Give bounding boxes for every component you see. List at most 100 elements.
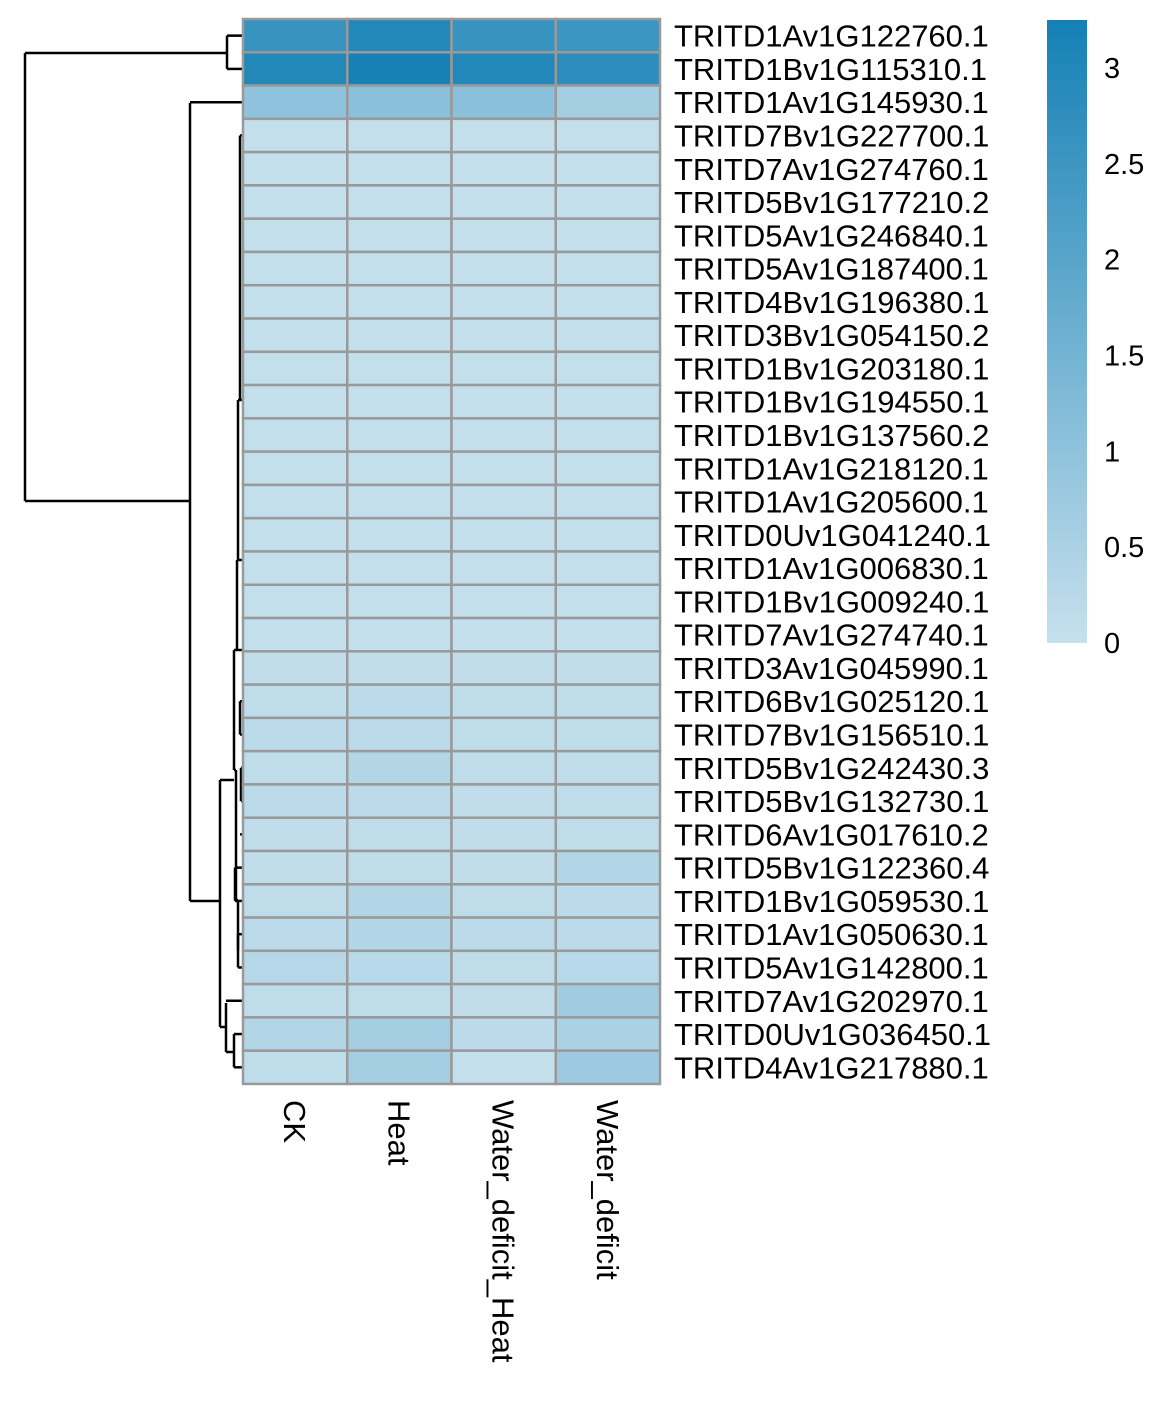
heatmap-cell xyxy=(346,550,453,587)
row-label: TRITD1Av1G050630.1 xyxy=(674,917,989,952)
heatmap-cell xyxy=(346,383,453,420)
heatmap-cell xyxy=(450,916,557,953)
heatmap-cell xyxy=(554,250,662,287)
heatmap-cell xyxy=(450,1016,557,1052)
heatmap-cell xyxy=(450,250,557,287)
heatmap-cell xyxy=(554,683,662,720)
heatmap-cell xyxy=(241,184,349,220)
heatmap-cell xyxy=(450,650,557,686)
heatmap-cell xyxy=(554,17,662,54)
heatmap-cell xyxy=(450,816,557,853)
row-label: TRITD7Av1G202970.1 xyxy=(674,984,989,1019)
heatmap-cell xyxy=(450,550,557,587)
heatmap-cell xyxy=(554,749,662,786)
row-label: TRITD1Av1G145930.1 xyxy=(674,85,989,120)
heatmap-cell xyxy=(346,716,453,753)
heatmap-cell xyxy=(450,217,557,254)
heatmap-cell xyxy=(241,1016,349,1052)
legend-tick-label: 1 xyxy=(1104,436,1120,468)
heatmap-cell xyxy=(241,417,349,453)
heatmap-cell xyxy=(554,383,662,420)
column-label: Water_deficit_Heat xyxy=(486,1100,521,1363)
row-label: TRITD3Av1G045990.1 xyxy=(674,651,989,686)
heatmap-cell xyxy=(450,417,557,453)
heatmap-cell xyxy=(241,383,349,420)
heatmap-cell xyxy=(554,184,662,220)
heatmap-cells xyxy=(241,17,662,1086)
heatmap-cell xyxy=(554,916,662,953)
heatmap-cell xyxy=(346,916,453,953)
heatmap-cell xyxy=(241,450,349,487)
heatmap-cell xyxy=(554,550,662,587)
heatmap-cell xyxy=(554,51,662,87)
heatmap-cell xyxy=(346,283,453,320)
row-label: TRITD5Bv1G122360.4 xyxy=(674,851,989,886)
heatmap-cell xyxy=(241,616,349,653)
legend-color-bar xyxy=(1047,20,1087,643)
heatmap-cell xyxy=(554,949,662,986)
heatmap-cell xyxy=(554,1016,662,1052)
heatmap-cell xyxy=(554,317,662,354)
heatmap-cell xyxy=(346,250,453,287)
row-label: TRITD5Bv1G177210.2 xyxy=(674,185,989,220)
heatmap-cell xyxy=(554,483,662,520)
row-label: TRITD4Av1G217880.1 xyxy=(674,1050,989,1085)
heatmap-cell xyxy=(450,683,557,720)
heatmap-cell xyxy=(346,51,453,87)
heatmap-cell xyxy=(554,217,662,254)
heatmap-cell xyxy=(241,550,349,587)
heatmap-cell xyxy=(554,783,662,819)
row-label: TRITD3Bv1G054150.2 xyxy=(674,318,989,353)
heatmap-cell xyxy=(450,483,557,520)
heatmap-cell xyxy=(346,417,453,453)
heatmap-cell xyxy=(554,616,662,653)
row-label: TRITD5Bv1G242430.3 xyxy=(674,751,989,786)
heatmap-cell xyxy=(450,450,557,487)
heatmap-cell xyxy=(346,17,453,54)
row-label: TRITD5Av1G187400.1 xyxy=(674,252,989,287)
row-label: TRITD7Av1G274740.1 xyxy=(674,618,989,653)
heatmap-cell xyxy=(241,317,349,354)
row-label: TRITD1Av1G006830.1 xyxy=(674,551,989,586)
heatmap-cell xyxy=(554,716,662,753)
heatmap-cell xyxy=(450,883,557,919)
row-label: TRITD1Av1G218120.1 xyxy=(674,451,989,486)
heatmap-cell xyxy=(450,383,557,420)
heatmap-cell xyxy=(346,350,453,387)
heatmap-cell xyxy=(241,650,349,686)
heatmap-cell xyxy=(450,616,557,653)
heatmap-cell xyxy=(346,883,453,919)
heatmap-cell xyxy=(241,916,349,953)
heatmap-cell xyxy=(241,883,349,919)
row-label: TRITD5Av1G142800.1 xyxy=(674,950,989,985)
heatmap-cell xyxy=(554,84,662,121)
heatmap-cell xyxy=(241,250,349,287)
heatmap-cell xyxy=(241,84,349,121)
heatmap-cell xyxy=(450,17,557,54)
row-label: TRITD1Bv1G009240.1 xyxy=(674,584,989,619)
color-legend: 0 0.5 1 1.5 2 2.5 3 xyxy=(1047,20,1144,660)
heatmap-cell xyxy=(346,816,453,853)
heatmap-cell xyxy=(450,184,557,220)
heatmap-cell xyxy=(554,883,662,919)
heatmap-cell xyxy=(450,849,557,886)
heatmap-cell xyxy=(346,84,453,121)
row-label: TRITD0Uv1G041240.1 xyxy=(674,518,991,553)
heatmap-cell xyxy=(554,150,662,187)
heatmap-cell xyxy=(554,117,662,154)
legend-tick-label: 0.5 xyxy=(1104,532,1144,564)
legend-tick-label: 0 xyxy=(1104,628,1120,660)
heatmap-cell xyxy=(554,816,662,853)
heatmap-cell xyxy=(346,450,453,487)
heatmap-cell xyxy=(450,982,557,1019)
heatmap-cell xyxy=(346,849,453,886)
row-label: TRITD7Bv1G156510.1 xyxy=(674,718,989,753)
heatmap-cell xyxy=(241,283,349,320)
legend-tick-label: 1.5 xyxy=(1104,340,1144,372)
heatmap-cell xyxy=(450,583,557,620)
heatmap-cell xyxy=(450,749,557,786)
heatmap-cell xyxy=(450,150,557,187)
heatmap-cell xyxy=(450,84,557,121)
heatmap-cell xyxy=(554,417,662,453)
